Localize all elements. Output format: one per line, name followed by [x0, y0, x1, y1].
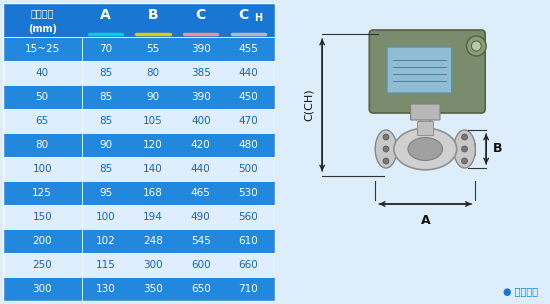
Text: 102: 102: [96, 236, 115, 246]
Text: H: H: [254, 13, 262, 23]
Circle shape: [383, 158, 389, 164]
FancyBboxPatch shape: [387, 47, 452, 93]
Text: 105: 105: [144, 116, 163, 126]
Ellipse shape: [375, 130, 397, 168]
Text: 710: 710: [239, 284, 258, 294]
Text: ● 常规仪表: ● 常规仪表: [503, 286, 538, 296]
Text: A: A: [100, 8, 111, 22]
Text: 120: 120: [144, 140, 163, 150]
Text: 70: 70: [99, 44, 112, 54]
Text: 168: 168: [143, 188, 163, 198]
Text: C: C: [196, 8, 206, 22]
Text: 15~25: 15~25: [25, 44, 60, 54]
Circle shape: [461, 134, 468, 140]
Text: 250: 250: [32, 260, 52, 270]
Bar: [465, 143, 475, 155]
Text: 95: 95: [99, 188, 112, 198]
Text: 385: 385: [191, 68, 211, 78]
Bar: [417, 121, 433, 135]
Text: 300: 300: [144, 260, 163, 270]
Text: 50: 50: [36, 92, 49, 102]
Text: 100: 100: [96, 212, 115, 222]
FancyBboxPatch shape: [3, 109, 275, 133]
FancyBboxPatch shape: [3, 253, 275, 277]
Text: 650: 650: [191, 284, 211, 294]
Text: 420: 420: [191, 140, 211, 150]
Circle shape: [383, 146, 389, 152]
Text: 440: 440: [239, 68, 258, 78]
FancyBboxPatch shape: [3, 229, 275, 253]
Text: 130: 130: [96, 284, 115, 294]
Text: 440: 440: [191, 164, 211, 174]
Text: 90: 90: [147, 92, 159, 102]
FancyBboxPatch shape: [3, 3, 275, 37]
FancyBboxPatch shape: [3, 37, 275, 61]
Text: 248: 248: [143, 236, 163, 246]
Text: 仪表口径: 仪表口径: [30, 9, 54, 19]
Text: C: C: [238, 8, 248, 22]
FancyBboxPatch shape: [3, 205, 275, 229]
Circle shape: [466, 36, 486, 56]
Text: 90: 90: [99, 140, 112, 150]
Circle shape: [461, 146, 468, 152]
Text: 80: 80: [147, 68, 159, 78]
Text: 65: 65: [36, 116, 49, 126]
Text: 100: 100: [32, 164, 52, 174]
Text: 455: 455: [239, 44, 258, 54]
Text: 55: 55: [146, 44, 160, 54]
Circle shape: [383, 134, 389, 140]
Text: 560: 560: [239, 212, 258, 222]
Text: 545: 545: [191, 236, 211, 246]
Text: 80: 80: [36, 140, 49, 150]
Text: 125: 125: [32, 188, 52, 198]
FancyBboxPatch shape: [3, 277, 275, 301]
Text: C(CH): C(CH): [304, 89, 315, 121]
FancyBboxPatch shape: [3, 157, 275, 181]
Bar: [420, 109, 430, 129]
Text: B: B: [493, 143, 503, 156]
Circle shape: [471, 41, 481, 51]
Text: (mm): (mm): [28, 24, 57, 34]
Text: 465: 465: [191, 188, 211, 198]
Text: 390: 390: [191, 44, 211, 54]
Ellipse shape: [454, 130, 475, 168]
Text: 500: 500: [239, 164, 258, 174]
Text: 530: 530: [239, 188, 258, 198]
Text: 610: 610: [239, 236, 258, 246]
Text: 660: 660: [239, 260, 258, 270]
Text: 150: 150: [32, 212, 52, 222]
Text: 490: 490: [191, 212, 211, 222]
Text: 194: 194: [143, 212, 163, 222]
Text: 600: 600: [191, 260, 211, 270]
Ellipse shape: [408, 137, 443, 161]
Text: 450: 450: [239, 92, 258, 102]
Ellipse shape: [394, 128, 456, 170]
Text: 85: 85: [99, 92, 112, 102]
FancyBboxPatch shape: [410, 104, 440, 120]
Text: 85: 85: [99, 116, 112, 126]
Text: B: B: [148, 8, 158, 22]
FancyBboxPatch shape: [3, 181, 275, 205]
Text: 85: 85: [99, 164, 112, 174]
Text: 350: 350: [144, 284, 163, 294]
Text: 480: 480: [239, 140, 258, 150]
Text: 390: 390: [191, 92, 211, 102]
Text: 85: 85: [99, 68, 112, 78]
FancyBboxPatch shape: [3, 85, 275, 109]
FancyBboxPatch shape: [3, 61, 275, 85]
Text: 40: 40: [36, 68, 49, 78]
Circle shape: [461, 158, 468, 164]
Text: 300: 300: [32, 284, 52, 294]
FancyBboxPatch shape: [3, 133, 275, 157]
Text: A: A: [420, 213, 430, 226]
Bar: [375, 143, 386, 155]
Text: 115: 115: [96, 260, 115, 270]
Text: 400: 400: [191, 116, 211, 126]
Text: 200: 200: [32, 236, 52, 246]
Text: 470: 470: [239, 116, 258, 126]
Text: 140: 140: [144, 164, 163, 174]
FancyBboxPatch shape: [369, 30, 485, 113]
